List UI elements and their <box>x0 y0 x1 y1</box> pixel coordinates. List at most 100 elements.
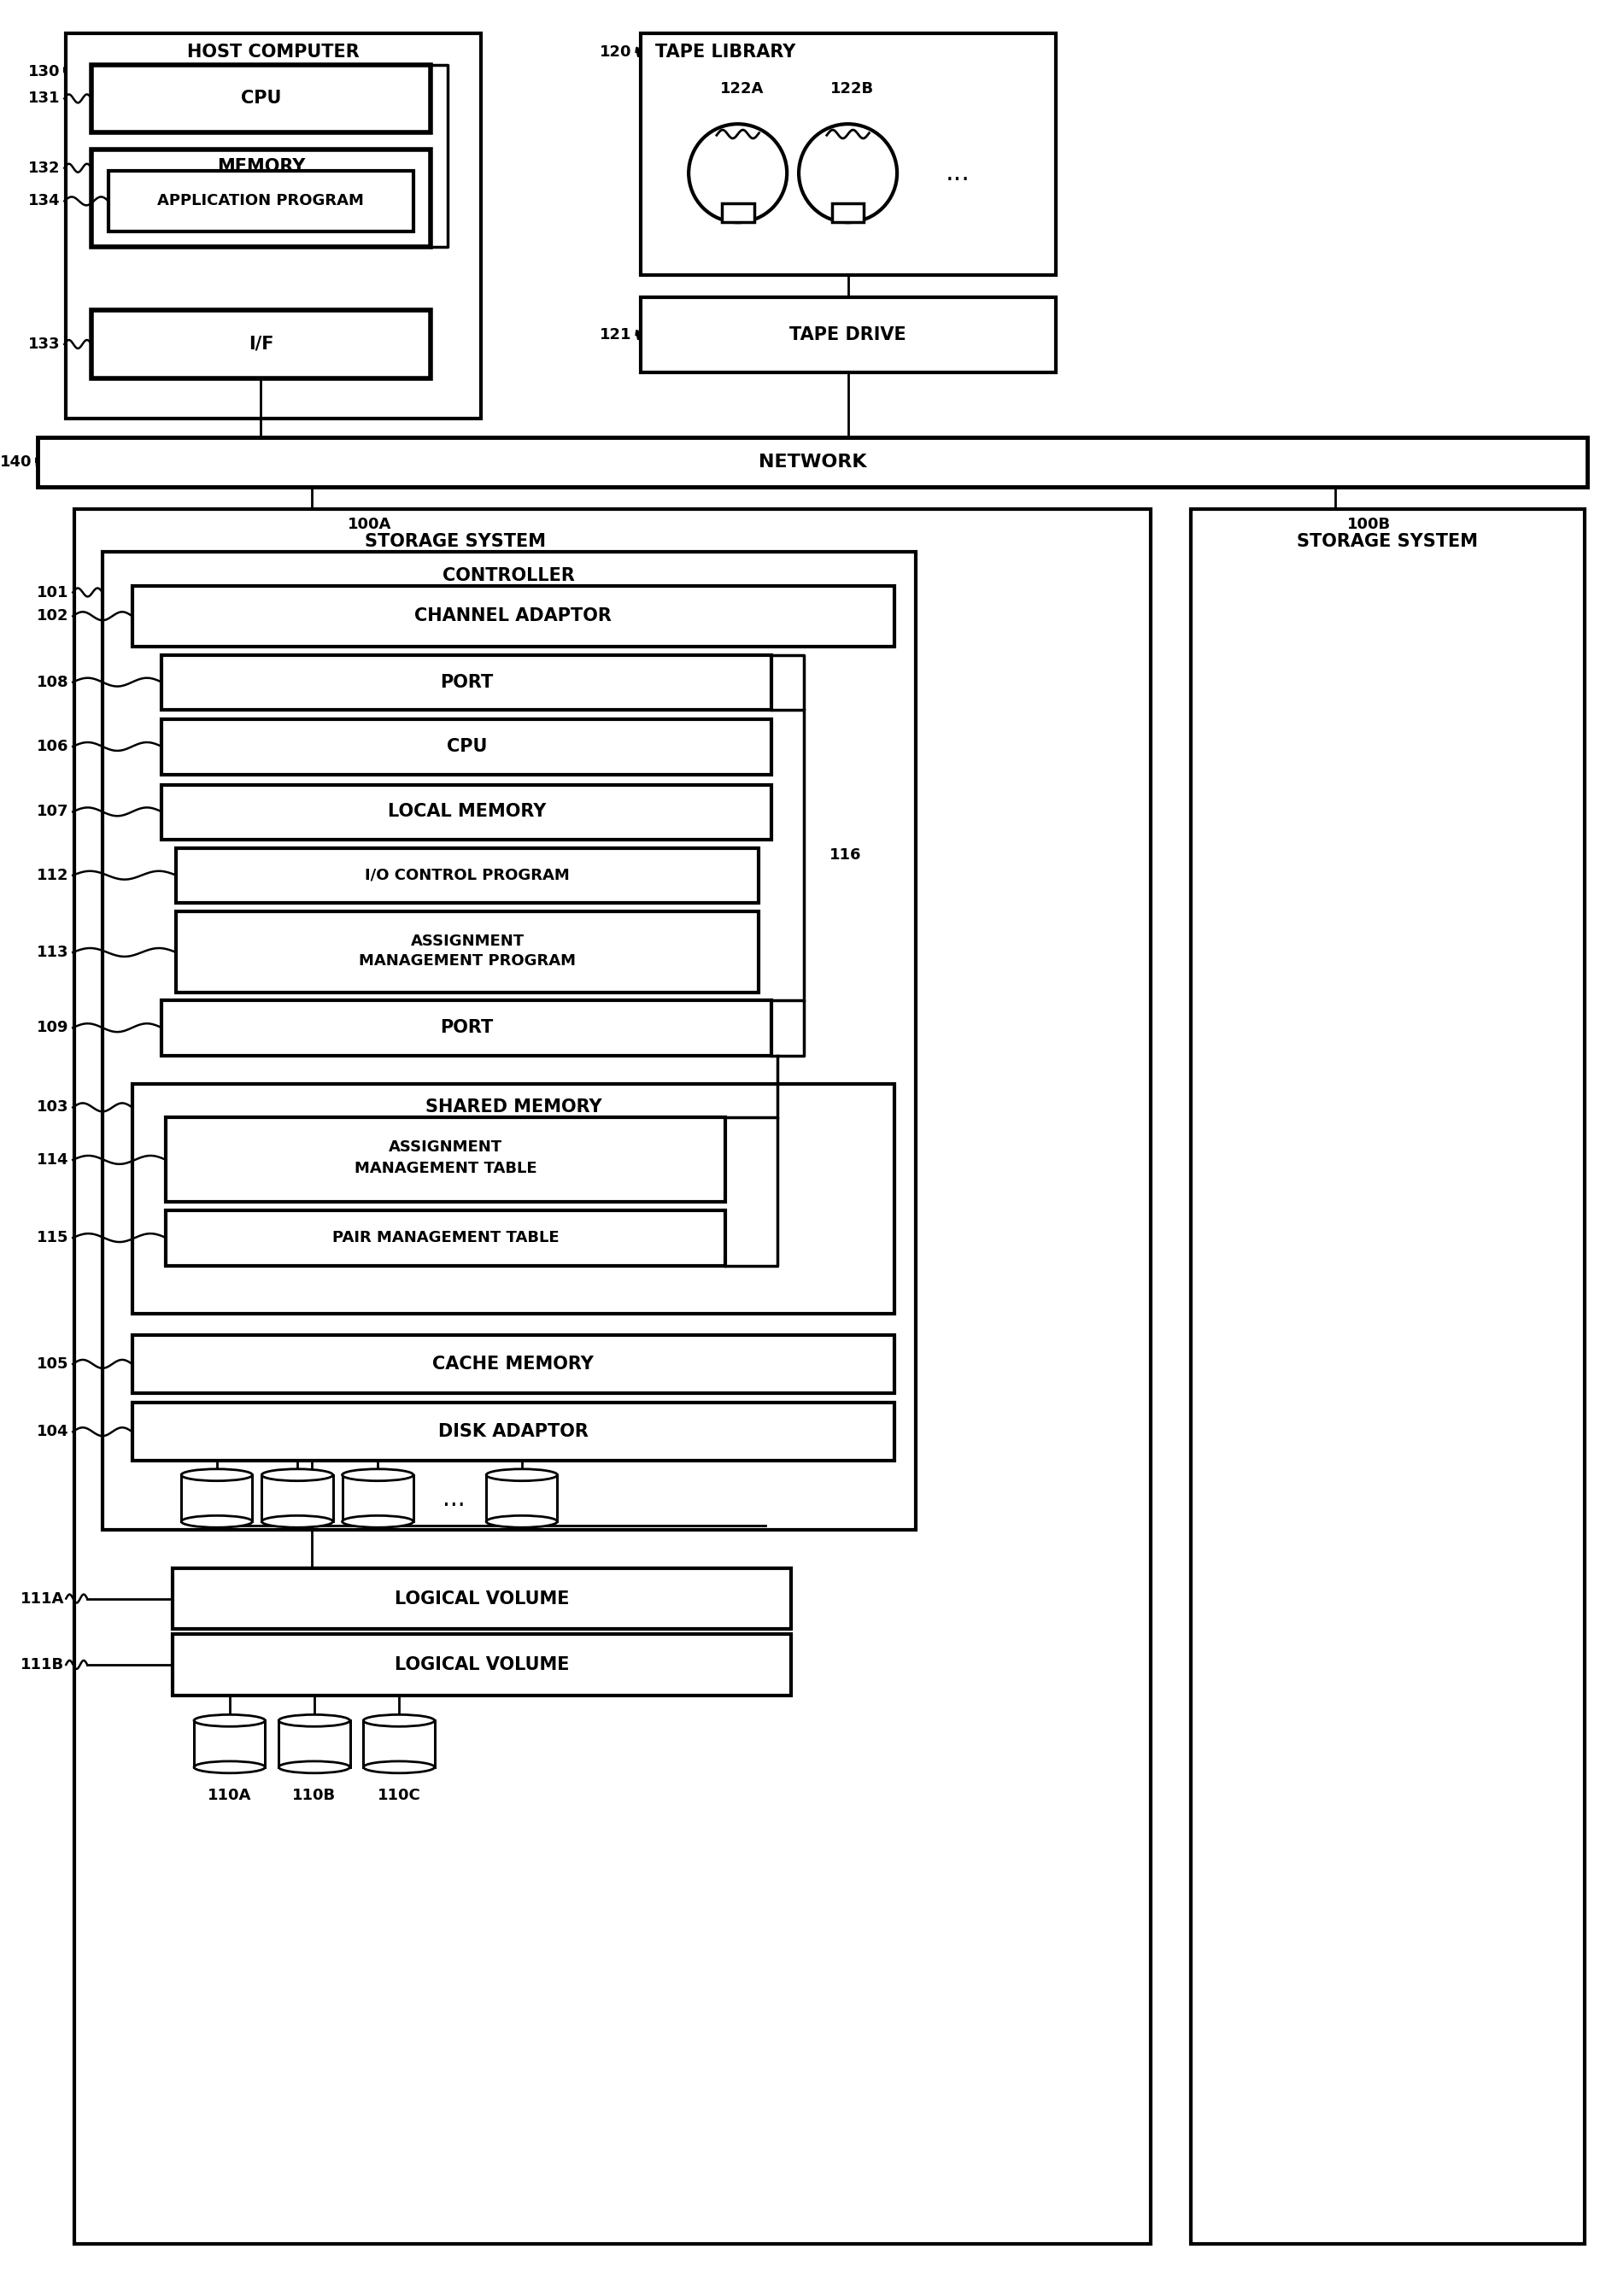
Text: 112: 112 <box>37 868 69 884</box>
Text: CPU: CPU <box>447 737 487 755</box>
Text: 120: 120 <box>600 44 632 60</box>
Text: 107: 107 <box>37 804 69 820</box>
Text: STORAGE SYSTEM: STORAGE SYSTEM <box>366 533 546 551</box>
Text: 122A: 122A <box>721 80 764 96</box>
Bar <box>37 436 1588 487</box>
Bar <box>166 1210 725 1265</box>
Bar <box>132 1084 895 1313</box>
Text: 130: 130 <box>27 64 60 78</box>
Bar <box>66 34 480 418</box>
Ellipse shape <box>363 1715 435 1727</box>
Bar <box>172 1568 791 1630</box>
Text: I/F: I/F <box>248 335 274 354</box>
Text: 134: 134 <box>27 193 60 209</box>
Text: ASSIGNMENT: ASSIGNMENT <box>388 1139 503 1155</box>
Ellipse shape <box>279 1761 350 1773</box>
Text: 111B: 111B <box>21 1658 64 1671</box>
Ellipse shape <box>181 1515 253 1527</box>
Text: 100A: 100A <box>347 517 392 533</box>
Text: 108: 108 <box>37 675 69 689</box>
Text: 110C: 110C <box>377 1786 421 1802</box>
Bar <box>132 1336 895 1394</box>
Text: 105: 105 <box>37 1357 69 1371</box>
Text: 100B: 100B <box>1348 517 1391 533</box>
Ellipse shape <box>342 1469 413 1481</box>
Bar <box>640 34 1056 276</box>
Text: 103: 103 <box>37 1100 69 1116</box>
Text: 114: 114 <box>37 1153 69 1169</box>
Text: 116: 116 <box>829 847 861 863</box>
Ellipse shape <box>363 1761 435 1773</box>
Text: ...: ... <box>946 161 970 186</box>
Bar <box>92 310 430 379</box>
Text: CHANNEL ADAPTOR: CHANNEL ADAPTOR <box>414 608 613 625</box>
Bar <box>342 1474 413 1522</box>
Text: MEMORY: MEMORY <box>216 158 305 174</box>
Ellipse shape <box>342 1515 413 1527</box>
Text: TAPE LIBRARY: TAPE LIBRARY <box>654 44 795 60</box>
Ellipse shape <box>193 1761 264 1773</box>
Text: 132: 132 <box>27 161 60 177</box>
Bar <box>132 585 895 647</box>
Text: ASSIGNMENT: ASSIGNMENT <box>411 934 524 948</box>
Text: 140: 140 <box>0 455 32 471</box>
Text: MANAGEMENT PROGRAM: MANAGEMENT PROGRAM <box>359 953 575 969</box>
Text: 101: 101 <box>37 585 69 599</box>
Text: 113: 113 <box>37 944 69 960</box>
Bar <box>261 1474 334 1522</box>
Bar <box>363 1720 435 1768</box>
Bar <box>92 64 430 133</box>
Text: STORAGE SYSTEM: STORAGE SYSTEM <box>1298 533 1478 551</box>
Bar <box>640 298 1056 372</box>
Bar <box>74 510 1151 2243</box>
Ellipse shape <box>261 1469 334 1481</box>
Text: ...: ... <box>443 1488 466 1511</box>
Bar <box>832 204 864 223</box>
Text: MANAGEMENT TABLE: MANAGEMENT TABLE <box>355 1162 537 1176</box>
Text: LOGICAL VOLUME: LOGICAL VOLUME <box>395 1591 569 1607</box>
Text: 104: 104 <box>37 1424 69 1440</box>
Text: PORT: PORT <box>440 673 493 691</box>
Text: CPU: CPU <box>240 90 280 108</box>
Text: CONTROLLER: CONTROLLER <box>443 567 575 583</box>
Text: TAPE DRIVE: TAPE DRIVE <box>790 326 906 344</box>
Ellipse shape <box>181 1469 253 1481</box>
Text: 109: 109 <box>37 1019 69 1035</box>
Bar <box>181 1474 253 1522</box>
Text: 102: 102 <box>37 608 69 625</box>
Bar <box>108 170 413 232</box>
Ellipse shape <box>193 1715 264 1727</box>
Bar <box>193 1720 264 1768</box>
Bar <box>161 785 772 840</box>
Ellipse shape <box>487 1515 558 1527</box>
Text: 111A: 111A <box>21 1591 64 1607</box>
Ellipse shape <box>487 1469 558 1481</box>
Text: SHARED MEMORY: SHARED MEMORY <box>426 1100 601 1116</box>
Bar <box>161 719 772 774</box>
Bar <box>279 1720 350 1768</box>
Text: 122B: 122B <box>830 80 874 96</box>
Text: PAIR MANAGEMENT TABLE: PAIR MANAGEMENT TABLE <box>332 1231 559 1244</box>
Bar <box>176 912 759 992</box>
Bar <box>176 847 759 902</box>
Bar <box>1191 510 1585 2243</box>
Bar <box>722 204 754 223</box>
Text: I/O CONTROL PROGRAM: I/O CONTROL PROGRAM <box>366 868 571 884</box>
Text: CACHE MEMORY: CACHE MEMORY <box>432 1355 593 1373</box>
Text: LOCAL MEMORY: LOCAL MEMORY <box>387 804 546 820</box>
Bar <box>161 654 772 709</box>
Text: 115: 115 <box>37 1231 69 1244</box>
Bar <box>161 1001 772 1056</box>
Bar <box>92 149 430 246</box>
Text: 110A: 110A <box>208 1786 251 1802</box>
Ellipse shape <box>279 1715 350 1727</box>
Text: 121: 121 <box>600 328 632 342</box>
Bar <box>166 1118 725 1203</box>
Ellipse shape <box>261 1515 334 1527</box>
Text: 106: 106 <box>37 739 69 753</box>
Text: 131: 131 <box>27 92 60 106</box>
Bar <box>132 1403 895 1460</box>
Text: PORT: PORT <box>440 1019 493 1035</box>
Text: APPLICATION PROGRAM: APPLICATION PROGRAM <box>158 193 364 209</box>
Text: 110B: 110B <box>292 1786 335 1802</box>
